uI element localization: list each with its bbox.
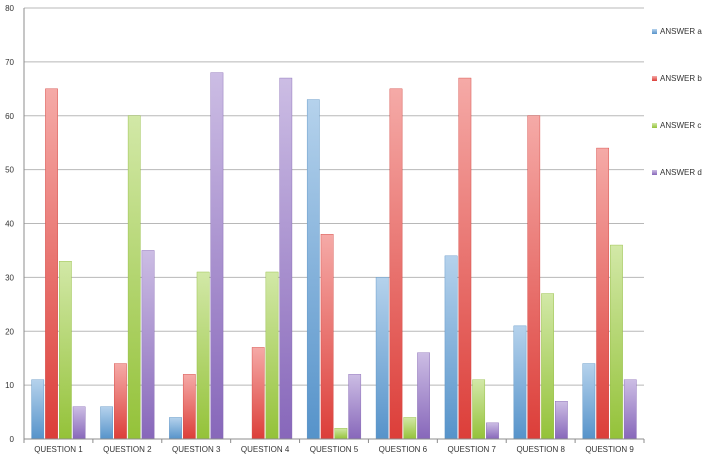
- legend-swatch: [652, 76, 657, 81]
- y-tick-label: 30: [5, 273, 14, 282]
- bar-answer-b-question-8: [527, 115, 541, 440]
- bar-answer-d-question-2: [141, 250, 155, 440]
- x-tick-label: QUESTION 5: [310, 445, 359, 454]
- bar-answer-d-question-4: [279, 77, 293, 440]
- bar-answer-b-question-2: [114, 363, 127, 440]
- y-tick-label: 70: [5, 58, 14, 67]
- y-tick-label: 20: [5, 327, 14, 336]
- legend-label: ANSWER c: [660, 121, 701, 130]
- bar-answer-c-question-1: [58, 261, 72, 440]
- x-tick-label: QUESTION 3: [172, 445, 221, 454]
- bar-answer-b-question-1: [45, 88, 58, 440]
- bar-answer-c-question-9: [610, 244, 623, 440]
- bar-answer-c-question-5: [334, 428, 348, 440]
- legend: ANSWER a ANSWER b ANSWER c ANSWER d: [652, 27, 702, 177]
- bar-answer-a-question-1: [31, 379, 45, 440]
- bar-answer-b-question-7: [458, 77, 472, 440]
- y-tick-label: 80: [5, 4, 14, 13]
- bar-answer-d-question-5: [348, 374, 362, 440]
- x-tick-label: QUESTION 4: [241, 445, 290, 454]
- bar-answer-a-question-7: [444, 255, 458, 440]
- bar-answer-a-question-3: [169, 417, 182, 440]
- x-tick-label: QUESTION 6: [379, 445, 428, 454]
- x-tick-label: QUESTION 1: [34, 445, 83, 454]
- bar-answer-a-question-6: [375, 277, 389, 440]
- legend-label: ANSWER b: [660, 74, 702, 83]
- y-tick-label: 50: [5, 166, 14, 175]
- bar-answer-c-question-8: [541, 293, 554, 440]
- bar-answer-b-question-3: [182, 374, 196, 440]
- axes: 0 10 20 30 40 50 60 70 80 QUESTION 1 QUESTION 2 QUE…: [5, 4, 645, 454]
- x-tick-label: QUESTION 9: [585, 445, 634, 454]
- bar-answer-b-question-5: [320, 234, 334, 440]
- bar-answer-c-question-2: [127, 115, 141, 440]
- bars: [31, 72, 637, 440]
- legend-swatch: [652, 123, 657, 128]
- bar-answer-b-question-4: [251, 347, 265, 440]
- legend-swatch: [652, 29, 657, 34]
- bar-answer-d-question-7: [486, 422, 499, 440]
- bar-answer-a-question-9: [582, 363, 596, 440]
- bar-answer-a-question-2: [100, 406, 113, 440]
- y-tick-label: 40: [5, 220, 14, 229]
- bar-answer-d-question-8: [555, 401, 568, 440]
- bar-answer-c-question-3: [196, 271, 210, 440]
- y-tick-label: 60: [5, 112, 14, 121]
- bar-answer-d-question-9: [623, 379, 637, 440]
- bar-answer-a-question-5: [306, 99, 320, 440]
- bar-answer-b-question-9: [596, 147, 610, 440]
- bar-answer-c-question-6: [403, 417, 417, 440]
- legend-label: ANSWER a: [660, 27, 702, 36]
- gridlines: [24, 7, 644, 440]
- legend-label: ANSWER d: [660, 168, 702, 177]
- bar-answer-d-question-3: [210, 72, 224, 440]
- bar-answer-c-question-4: [265, 271, 279, 440]
- bar-answer-c-question-7: [472, 379, 486, 440]
- y-tick-label: 0: [10, 435, 15, 444]
- bar-answer-d-question-6: [417, 352, 430, 440]
- x-tick-label: QUESTION 7: [448, 445, 497, 454]
- bar-answer-b-question-6: [389, 88, 403, 440]
- y-tick-label: 10: [5, 381, 14, 390]
- bar-answer-a-question-8: [513, 325, 527, 440]
- bar-answer-d-question-1: [72, 406, 86, 440]
- x-tick-label: QUESTION 8: [516, 445, 565, 454]
- x-tick-label: QUESTION 2: [103, 445, 152, 454]
- legend-swatch: [652, 170, 657, 175]
